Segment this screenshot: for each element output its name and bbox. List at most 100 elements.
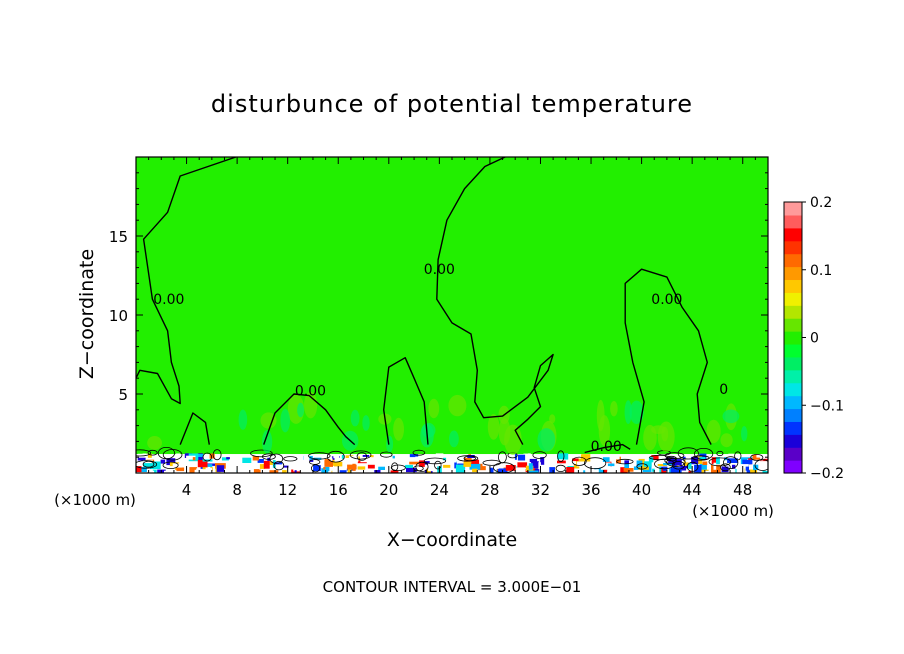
- band-cell: [378, 466, 385, 470]
- x-tick-label: 24: [430, 481, 449, 499]
- x-axis-label: X−coordinate: [387, 529, 517, 551]
- band-contour: [677, 447, 699, 460]
- colorbar-swatch: [784, 279, 802, 293]
- band-cell: [517, 462, 528, 468]
- band-cell: [360, 456, 372, 463]
- band-contour: [380, 451, 393, 458]
- band-cell: [385, 467, 397, 471]
- band-contour: [147, 449, 158, 456]
- band-cell: [469, 463, 481, 470]
- band-contour: [308, 452, 331, 460]
- band-cell: [172, 463, 182, 468]
- band-cell: [317, 468, 329, 473]
- colorbar-swatch: [784, 421, 802, 435]
- band-cell: [517, 454, 526, 461]
- band-contour: [269, 453, 284, 464]
- band-cell: [387, 455, 393, 463]
- x-tick-label: 36: [581, 481, 600, 499]
- band-cell: [160, 459, 166, 464]
- band-cell: [242, 457, 252, 463]
- band-cell: [455, 464, 465, 473]
- band-cell: [492, 465, 504, 469]
- band-contour: [649, 454, 670, 460]
- band-cell: [205, 467, 212, 473]
- colorbar-swatch: [784, 318, 802, 332]
- band-cell: [721, 466, 729, 473]
- band-cell: [305, 464, 313, 467]
- band-cell: [176, 453, 181, 460]
- band-cell: [607, 463, 615, 467]
- band-cell: [406, 463, 414, 466]
- band-cell: [742, 459, 753, 465]
- band-cell: [504, 462, 509, 466]
- field-blotch: [262, 430, 273, 454]
- x-unit-left: (×1000 m): [54, 491, 136, 509]
- band-cell: [528, 470, 539, 473]
- field-blotch: [720, 433, 733, 448]
- band-cell: [176, 467, 185, 472]
- band-cell: [470, 459, 480, 465]
- band-cell: [323, 467, 326, 470]
- band-cell: [463, 461, 471, 467]
- contour-label: 0.00: [651, 292, 682, 308]
- x-tick-label: 44: [683, 481, 702, 499]
- x-tick-label: 28: [480, 481, 499, 499]
- band-cell: [165, 465, 169, 473]
- band-cell: [540, 457, 545, 465]
- band-cell: [467, 455, 475, 458]
- band-contour: [310, 464, 321, 473]
- band-cell: [415, 456, 425, 459]
- field-blotch: [487, 414, 500, 440]
- band-cell: [671, 459, 682, 466]
- colorbar-swatch: [784, 369, 802, 384]
- band-contour: [261, 453, 276, 460]
- colorbar-swatch: [784, 253, 802, 268]
- band-cell: [430, 457, 439, 461]
- field-blotch: [661, 426, 669, 442]
- y-tick-label: 5: [118, 386, 128, 404]
- field-blotch: [393, 417, 404, 441]
- band-contour: [532, 451, 547, 459]
- band-cell: [680, 465, 688, 471]
- y-axis-label: Z−coordinate: [76, 249, 98, 379]
- band-cell: [329, 465, 334, 470]
- band-cell: [762, 470, 768, 473]
- colorbar-swatch: [784, 227, 802, 242]
- band-cell: [390, 470, 399, 473]
- band-contour: [463, 455, 479, 462]
- band-cell: [257, 459, 264, 463]
- band-cell: [756, 454, 768, 458]
- colorbar-swatch: [784, 331, 802, 345]
- band-cell: [348, 456, 359, 462]
- band-cell: [356, 456, 360, 461]
- band-cell: [732, 464, 736, 469]
- band-cell: [286, 456, 296, 461]
- band-cell: [323, 466, 330, 472]
- field-blotch: [706, 419, 721, 444]
- band-cell: [670, 467, 682, 473]
- band-contour: [616, 458, 634, 465]
- colorbar-tick-label: −0.1: [810, 398, 844, 414]
- band-cell: [638, 462, 649, 470]
- field-blotch: [643, 424, 657, 451]
- x-tick-label: 16: [329, 481, 348, 499]
- band-contour: [326, 450, 345, 463]
- contour-label: 0.00: [591, 439, 622, 455]
- colorbar-tick-label: −0.2: [810, 466, 844, 482]
- band-cell: [347, 467, 352, 473]
- band-cell: [529, 458, 538, 463]
- field-blotch: [297, 402, 305, 418]
- band-cell: [582, 463, 590, 472]
- colorbar-swatch: [784, 292, 802, 306]
- band-cell: [704, 460, 712, 464]
- band-cell: [456, 460, 467, 464]
- band-cell: [658, 460, 669, 464]
- band-cell: [557, 453, 569, 460]
- band-contour: [750, 453, 764, 461]
- x-tick-label: 4: [182, 481, 192, 499]
- boundary-layer-band: [136, 446, 768, 473]
- band-cell: [624, 463, 629, 471]
- band-cell: [324, 459, 333, 467]
- field-blotch: [537, 428, 556, 452]
- colorbar-swatch: [784, 266, 802, 281]
